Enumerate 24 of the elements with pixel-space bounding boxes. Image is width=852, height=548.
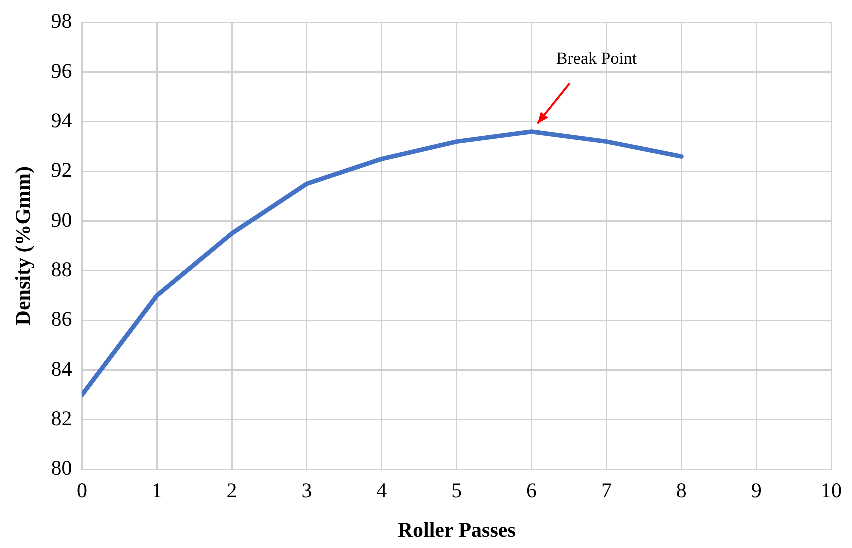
annotation: Break Point [556,49,638,68]
y-tick-label: 88 [51,257,72,282]
x-tick-label: 5 [452,478,462,503]
x-tick-label: 4 [376,478,388,503]
x-tick-label: 9 [751,478,762,503]
y-tick-label: 96 [51,58,72,83]
x-tick-label: 6 [526,478,538,503]
x-tick-label: 8 [676,478,687,503]
y-tick-label: 90 [51,208,72,232]
y-tick-label: 94 [51,108,73,132]
x-tick-label: 0 [76,478,88,503]
x-tick-label: 10 [821,478,842,503]
y-tick-label: 82 [51,406,72,430]
x-tick-label: 2 [226,478,238,503]
x-tick-label: 7 [601,478,612,503]
y-tick-label: 92 [51,158,72,182]
y-tick-label: 86 [51,307,72,332]
y-tick-label: 80 [51,456,72,480]
y-tick-label: 98 [51,9,72,34]
y-tick-label: 84 [51,356,73,381]
y-axis-title: Density (%Gmm) [11,166,36,326]
x-tick-label: 1 [152,478,162,503]
x-tick-label: 3 [302,478,312,503]
x-axis-title: Roller Passes [398,518,516,542]
